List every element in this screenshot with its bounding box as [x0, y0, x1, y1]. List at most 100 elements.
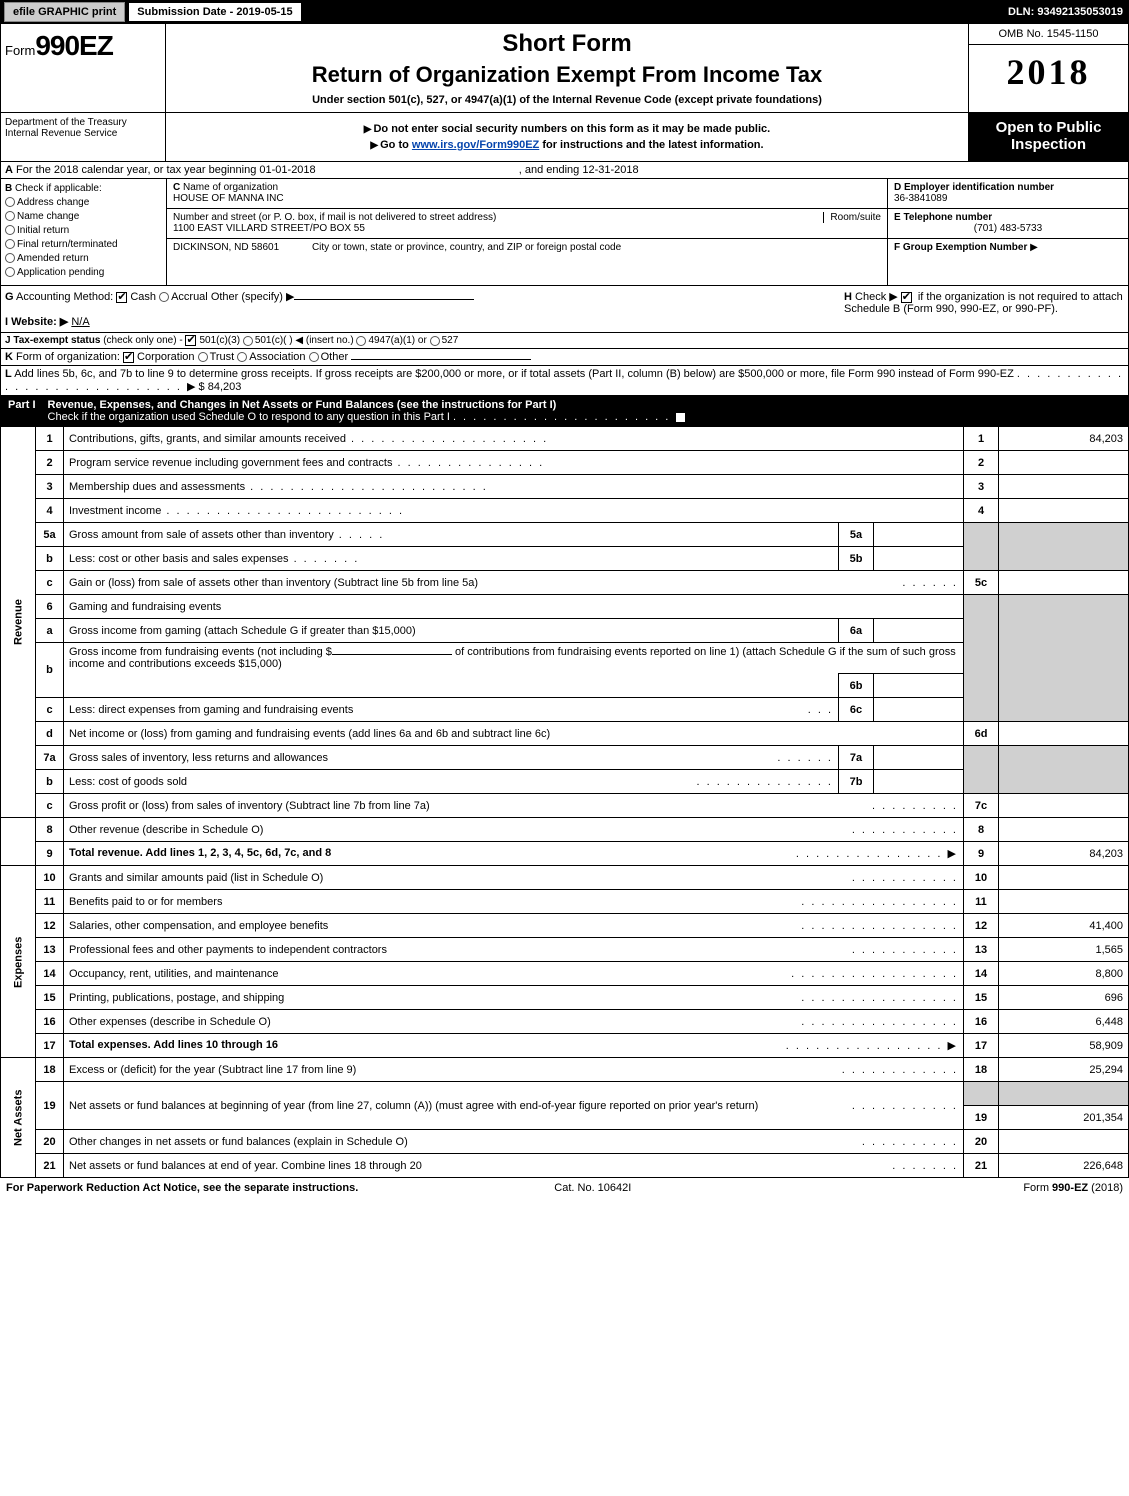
line-12-amt: 41,400: [999, 914, 1129, 938]
grey-5ab: [964, 523, 999, 571]
line-12: 12 Salaries, other compensation, and emp…: [1, 914, 1129, 938]
line-5a-num: 5a: [36, 523, 64, 547]
org-name: HOUSE OF MANNA INC: [173, 193, 284, 204]
expenses-vertical-label: Expenses: [1, 866, 36, 1058]
j-527-checkbox[interactable]: [430, 336, 440, 346]
line-10-desc: Grants and similar amounts paid (list in…: [64, 866, 964, 890]
period-row: A For the 2018 calendar year, or tax yea…: [0, 162, 1129, 179]
line-5a-sublbl: 5a: [839, 523, 874, 547]
line-21-num: 21: [36, 1154, 64, 1178]
name-of-org-label: Name of organization: [183, 182, 278, 193]
line-17-amt: 58,909: [999, 1034, 1129, 1058]
k-assoc-checkbox[interactable]: [237, 352, 247, 362]
line-6a-desc: Gross income from gaming (attach Schedul…: [64, 619, 839, 643]
name-change-checkbox[interactable]: Name change: [5, 211, 162, 222]
goto-line: Go to www.irs.gov/Form990EZ for instruct…: [172, 139, 962, 151]
k-text: Form of organization:: [16, 351, 120, 363]
k-corp: Corporation: [137, 351, 194, 363]
line-5b-num: b: [36, 547, 64, 571]
grey-19-amt: [999, 1082, 1129, 1106]
k-corp-checkbox[interactable]: [123, 352, 134, 363]
line-5c-desc: Gain or (loss) from sale of assets other…: [64, 571, 964, 595]
line-19-amt: 201,354: [999, 1106, 1129, 1130]
line-6a-subamt: [874, 619, 964, 643]
form-ref: Form 990-EZ (2018): [1023, 1182, 1123, 1194]
line-7b-desc: Less: cost of goods sold . . . . . . . .…: [64, 770, 839, 794]
spacer: [1, 818, 36, 866]
street-cell: Number and street (or P. O. box, if mail…: [167, 209, 887, 239]
open-to-public-badge: Open to Public Inspection: [968, 113, 1128, 161]
line-7a-desc: Gross sales of inventory, less returns a…: [64, 746, 839, 770]
line-20-desc: Other changes in net assets or fund bala…: [64, 1130, 964, 1154]
line-4-ref: 4: [964, 499, 999, 523]
line-19-a: 19 Net assets or fund balances at beginn…: [1, 1082, 1129, 1106]
line-14-ref: 14: [964, 962, 999, 986]
line-6b-desc1: Gross income from fundraising events (no…: [64, 643, 964, 674]
accrual-checkbox[interactable]: [159, 292, 169, 302]
j-501c-checkbox[interactable]: [243, 336, 253, 346]
line-6d-amt: [999, 722, 1129, 746]
final-return-checkbox[interactable]: Final return/terminated: [5, 239, 162, 250]
ein-cell: D Employer identification number 36-3841…: [888, 179, 1128, 209]
line-6b-input[interactable]: [332, 654, 452, 655]
line-3-amt: [999, 475, 1129, 499]
line-6c-subamt: [874, 698, 964, 722]
j-501c3-checkbox[interactable]: [185, 335, 196, 346]
line-13-amt: 1,565: [999, 938, 1129, 962]
short-form-title: Short Form: [176, 30, 958, 58]
line-4: 4 Investment income . . . . . . . . . . …: [1, 499, 1129, 523]
department-box: Department of the Treasury Internal Reve…: [1, 113, 166, 161]
netassets-vertical-label: Net Assets: [1, 1058, 36, 1178]
form-header: Form990EZ Short Form Return of Organizat…: [0, 24, 1129, 113]
line-1-ref: 1: [964, 427, 999, 451]
line-7b-subamt: [874, 770, 964, 794]
cash-checkbox[interactable]: [116, 292, 127, 303]
other-specify-input[interactable]: [294, 299, 474, 300]
line-6-num: 6: [36, 595, 64, 619]
submission-date-label: Submission Date - 2019-05-15: [129, 3, 300, 21]
line-21-ref: 21: [964, 1154, 999, 1178]
efile-print-button[interactable]: efile GRAPHIC print: [4, 2, 125, 22]
open-to-public-1: Open to Public: [971, 119, 1126, 136]
line-7a-sublbl: 7a: [839, 746, 874, 770]
line-6b-num: b: [36, 643, 64, 698]
line-4-desc: Investment income . . . . . . . . . . . …: [64, 499, 964, 523]
k-trust-checkbox[interactable]: [198, 352, 208, 362]
address-change-checkbox[interactable]: Address change: [5, 197, 162, 208]
street-label: Number and street (or P. O. box, if mail…: [173, 212, 496, 223]
line-5a: 5a Gross amount from sale of assets othe…: [1, 523, 1129, 547]
part-1-label: Part I: [8, 399, 36, 423]
check-column: B Check if applicable: Address change Na…: [1, 179, 166, 285]
j-4947-checkbox[interactable]: [356, 336, 366, 346]
tax-year: 2018: [969, 45, 1128, 99]
line-17-num: 17: [36, 1034, 64, 1058]
grey-7-amt: [999, 746, 1129, 794]
k-other-input[interactable]: [351, 359, 531, 360]
h-checkbox[interactable]: [901, 292, 912, 303]
irs-link[interactable]: www.irs.gov/Form990EZ: [412, 139, 539, 151]
amended-return-checkbox[interactable]: Amended return: [5, 253, 162, 264]
line-6b-1: b Gross income from fundraising events (…: [1, 643, 1129, 674]
line-12-desc: Salaries, other compensation, and employ…: [64, 914, 964, 938]
open-to-public-2: Inspection: [971, 136, 1126, 153]
line-7b-num: b: [36, 770, 64, 794]
h-check-label: Check ▶: [855, 291, 898, 303]
line-6a-num: a: [36, 619, 64, 643]
j-501c3: 501(c)(3): [199, 335, 240, 346]
line-10-ref: 10: [964, 866, 999, 890]
line-1-amt: 84,203: [999, 427, 1129, 451]
application-pending-checkbox[interactable]: Application pending: [5, 267, 162, 278]
j-4947: 4947(a)(1) or: [368, 335, 426, 346]
period-end: , and ending 12-31-2018: [519, 164, 639, 176]
initial-return-checkbox[interactable]: Initial return: [5, 225, 162, 236]
line-9: 9 Total revenue. Add lines 1, 2, 3, 4, 5…: [1, 842, 1129, 866]
line-3-ref: 3: [964, 475, 999, 499]
line-16-num: 16: [36, 1010, 64, 1034]
j-label: J Tax-exempt status: [5, 335, 100, 346]
schedule-o-checkbox[interactable]: [675, 412, 686, 423]
k-other-checkbox[interactable]: [309, 352, 319, 362]
c-label: C: [173, 182, 180, 193]
id-column: D Employer identification number 36-3841…: [888, 179, 1128, 285]
line-11-desc: Benefits paid to or for members . . . . …: [64, 890, 964, 914]
form-number-box: Form990EZ: [1, 24, 166, 112]
